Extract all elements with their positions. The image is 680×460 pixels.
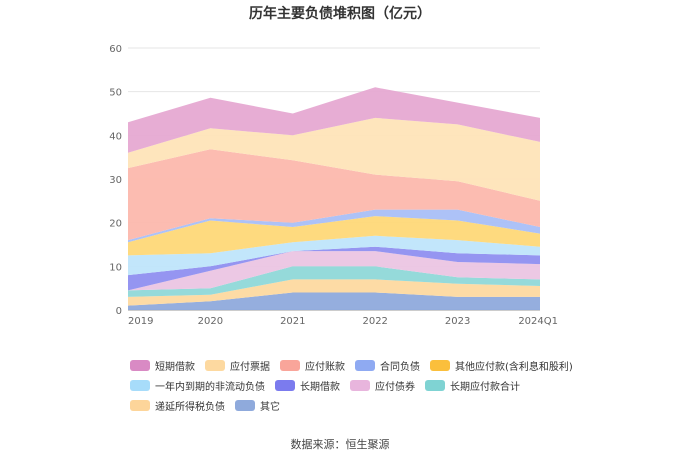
legend-label: 其他应付款(含利息和股利) [455, 361, 573, 373]
area-series-应付票据 [128, 117, 540, 201]
legend-item[interactable]: 应付票据 [205, 358, 270, 373]
legend-item[interactable]: 其它 [235, 398, 280, 413]
area-series-长期借款 [128, 246, 540, 291]
area-series-其他应付款(含利息和股利) [128, 216, 540, 256]
legend-item[interactable]: 短期借款 [130, 358, 195, 373]
y-tick-label: 60 [109, 44, 122, 55]
legend-label: 应付账款 [305, 361, 345, 373]
chart-legend: 短期借款 应付票据 应付账款 合同负债 其他应付款(含利息和股利) 一年内到期的非流动负债… [130, 358, 600, 418]
x-tick-label: 2023 [445, 316, 470, 327]
legend-item[interactable]: 合同负债 [355, 358, 420, 373]
area-series-短期借款 [128, 87, 540, 153]
legend-item[interactable]: 递延所得税负债 [130, 398, 225, 413]
legend-label: 递延所得税负债 [155, 401, 225, 413]
legend-label: 一年内到期的非流动负债 [155, 381, 265, 393]
legend-swatch [130, 379, 150, 391]
legend-swatch [425, 379, 445, 391]
area-series-一年内到期的非流动负债 [128, 235, 540, 276]
y-tick-label: 10 [109, 262, 122, 273]
x-tick-label: 2020 [198, 316, 223, 327]
area-series-应付债券 [128, 251, 540, 291]
data-source-note: 数据来源：恒生聚源 [290, 438, 390, 451]
legend-item[interactable]: 其他应付款(含利息和股利) [430, 358, 573, 373]
legend-swatch [235, 399, 255, 411]
legend-swatch [205, 359, 225, 371]
area-series-递延所得税负债 [128, 279, 540, 306]
legend-label: 合同负债 [380, 361, 420, 373]
legend-item[interactable]: 长期应付款合计 [425, 378, 520, 393]
legend-swatch [350, 379, 370, 391]
legend-swatch [280, 359, 300, 371]
legend-label: 长期借款 [300, 381, 340, 393]
y-tick-label: 20 [109, 219, 122, 230]
y-tick-label: 40 [109, 131, 122, 142]
legend-swatch [130, 399, 150, 411]
area-series-长期应付款合计 [128, 266, 540, 297]
area-series-其它 [128, 292, 540, 310]
chart-title: 历年主要负债堆积图（亿元） [249, 6, 431, 22]
legend-item[interactable]: 一年内到期的非流动负债 [130, 378, 265, 393]
x-tick-label: 2019 [128, 316, 153, 327]
legend-swatch [275, 379, 295, 391]
legend-item[interactable]: 应付账款 [280, 358, 345, 373]
y-tick-label: 0 [116, 306, 122, 317]
area-series-合同负债 [128, 209, 540, 243]
legend-swatch [130, 359, 150, 371]
legend-label: 其它 [260, 401, 280, 413]
x-tick-label: 2021 [280, 316, 305, 327]
y-tick-label: 30 [109, 175, 122, 186]
y-tick-label: 50 [109, 88, 122, 99]
legend-swatch [430, 359, 450, 371]
legend-item[interactable]: 应付债券 [350, 378, 415, 393]
legend-label: 应付债券 [375, 381, 415, 393]
x-tick-label: 2024Q1 [518, 316, 558, 327]
legend-label: 长期应付款合计 [450, 381, 520, 393]
legend-label: 应付票据 [230, 361, 270, 373]
legend-label: 短期借款 [155, 361, 195, 373]
legend-item[interactable]: 长期借款 [275, 378, 340, 393]
x-tick-label: 2022 [362, 316, 387, 327]
legend-swatch [355, 359, 375, 371]
area-series-应付账款 [128, 149, 540, 241]
